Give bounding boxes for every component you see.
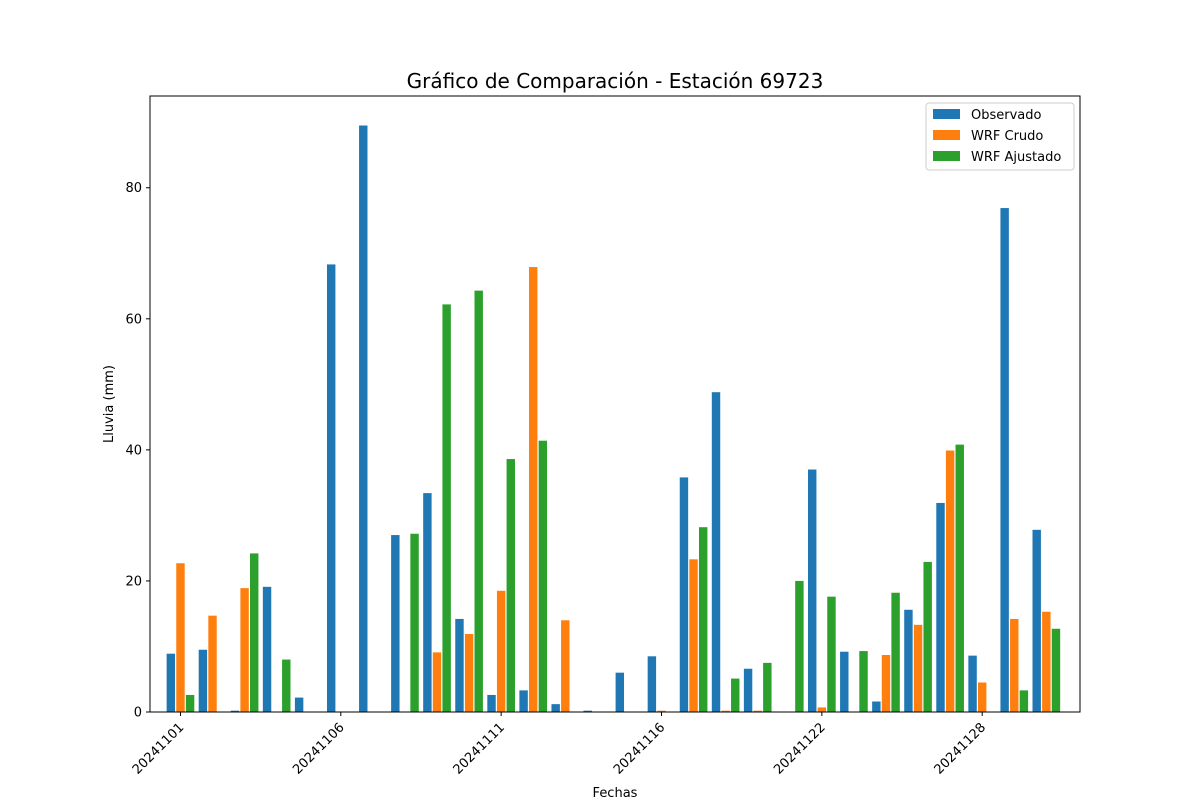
- bar-wrf-crudo-20: [817, 707, 827, 712]
- bar-wrf-ajustado-22: [891, 592, 900, 712]
- bar-observado-21: [840, 651, 849, 712]
- bar-observado-6: [359, 125, 368, 713]
- bar-observado-23: [904, 609, 913, 712]
- bar-wrf-ajustado-21: [859, 651, 868, 712]
- y-tick-label: 20: [125, 574, 142, 589]
- bar-observado-8: [423, 493, 432, 712]
- y-tick-label: 60: [125, 312, 142, 327]
- bar-wrf-ajustado-23: [923, 561, 932, 712]
- x-tick-label: 20241106: [290, 720, 347, 777]
- bar-wrf-ajustado-26: [1019, 690, 1029, 712]
- bar-wrf-ajustado-19: [795, 580, 804, 712]
- x-tick-label: 20241111: [451, 720, 508, 777]
- bar-observado-13: [583, 710, 592, 712]
- x-tick-label: 20241128: [932, 720, 989, 777]
- bar-wrf-crudo-26: [1010, 618, 1019, 712]
- bar-wrf-crudo-23: [913, 624, 923, 712]
- bar-observado-14: [615, 672, 625, 712]
- bar-observado-16: [679, 477, 689, 712]
- bar-wrf-crudo-9: [464, 634, 474, 712]
- bar-observado-1: [198, 649, 208, 712]
- y-axis-label: Lluvia (mm): [102, 365, 117, 443]
- bar-wrf-crudo-10: [496, 590, 506, 712]
- bar-wrf-ajustado-10: [506, 459, 515, 712]
- bar-wrf-ajustado-16: [698, 527, 708, 712]
- bar-wrf-crudo-27: [1042, 611, 1051, 712]
- bar-wrf-crudo-15: [657, 710, 666, 712]
- bar-observado-26: [1000, 208, 1009, 712]
- bar-wrf-crudo-17: [721, 710, 730, 712]
- bar-wrf-crudo-22: [881, 654, 891, 712]
- chart-title: Gráfico de Comparación - Estación 69723: [407, 69, 824, 93]
- legend-swatch-wrf-ajustado: [933, 151, 960, 161]
- x-axis: 20241101 20241106 20241111 20241116 20241122…: [130, 712, 989, 778]
- bar-observado-9: [455, 618, 464, 712]
- plot-frame: [149, 95, 1081, 713]
- bar-wrf-crudo-0: [176, 563, 185, 712]
- bar-observado-4: [294, 697, 304, 712]
- x-tick-label: 20241101: [130, 720, 187, 777]
- bar-observado-0: [166, 653, 176, 712]
- bar-wrf-crudo-1: [208, 615, 217, 712]
- bar-observado-10: [487, 694, 496, 712]
- bar-observado-24: [936, 502, 945, 712]
- bar-wrf-ajustado-9: [474, 290, 483, 712]
- y-tick-label: 40: [125, 443, 142, 458]
- bar-wrf-ajustado-24: [955, 444, 964, 712]
- legend-label: WRF Crudo: [971, 129, 1043, 144]
- x-tick-label: 20241122: [771, 720, 828, 777]
- bar-observado-20: [808, 469, 817, 712]
- bar-wrf-ajustado-3: [282, 659, 291, 712]
- bar-wrf-crudo-25: [977, 682, 987, 712]
- x-tick-label: 20241116: [611, 720, 668, 777]
- bar-wrf-ajustado-7: [410, 533, 419, 712]
- bar-wrf-crudo-18: [753, 710, 762, 712]
- bar-wrf-crudo-11: [529, 267, 538, 712]
- bar-observado-15: [647, 656, 657, 712]
- x-axis-label: Fechas: [593, 786, 638, 800]
- bar-wrf-crudo-2: [240, 588, 249, 712]
- bar-observado-3: [262, 586, 272, 712]
- legend-box: [925, 102, 1075, 171]
- bar-wrf-ajustado-17: [731, 678, 740, 712]
- legend-label: Observado: [971, 108, 1042, 123]
- legend: Observado WRF Crudo WRF Ajustado: [925, 102, 1075, 171]
- bars-layer: [166, 125, 1061, 713]
- y-tick-label: 0: [134, 706, 142, 721]
- legend-label: WRF Ajustado: [971, 150, 1061, 165]
- bar-observado-11: [519, 690, 528, 712]
- bar-wrf-ajustado-11: [538, 440, 548, 712]
- bar-observado-25: [968, 655, 977, 712]
- bar-observado-18: [743, 668, 753, 712]
- bar-observado-22: [872, 701, 881, 712]
- bar-observado-27: [1032, 529, 1041, 712]
- bar-wrf-ajustado-18: [763, 662, 772, 712]
- y-tick-label: 80: [125, 181, 142, 196]
- bar-wrf-crudo-8: [432, 652, 442, 712]
- bar-wrf-ajustado-27: [1051, 628, 1061, 712]
- bar-wrf-crudo-16: [689, 559, 698, 712]
- bar-wrf-ajustado-2: [250, 553, 259, 712]
- y-axis: 0 20 40 60 80: [125, 181, 150, 721]
- bar-observado-12: [551, 704, 560, 712]
- legend-swatch-observado: [933, 109, 960, 119]
- bar-wrf-crudo-12: [561, 620, 570, 712]
- bar-observado-7: [391, 535, 400, 712]
- legend-swatch-wrf-crudo: [933, 130, 960, 140]
- bar-observado-5: [326, 264, 336, 712]
- bar-wrf-ajustado-20: [827, 596, 836, 712]
- bar-wrf-crudo-24: [945, 450, 955, 712]
- bar-wrf-ajustado-0: [185, 694, 195, 712]
- bar-observado-2: [230, 710, 240, 712]
- bar-observado-17: [711, 392, 721, 712]
- bar-wrf-ajustado-8: [442, 304, 451, 712]
